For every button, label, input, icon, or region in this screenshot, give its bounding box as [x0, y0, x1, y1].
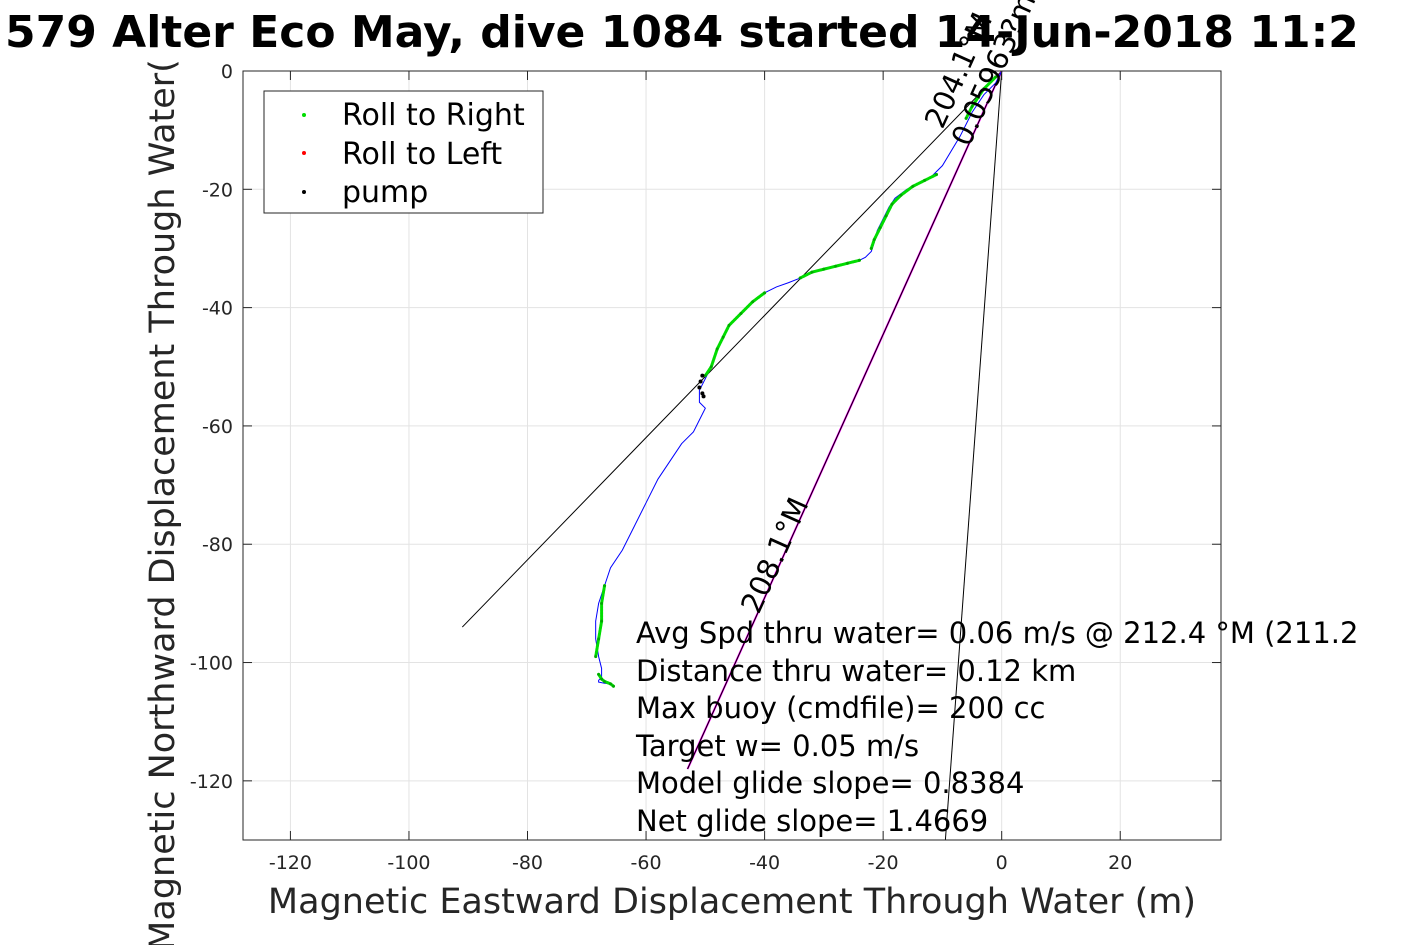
roll-right-point	[709, 365, 713, 369]
current-line	[944, 70, 1003, 841]
x-tick-label: -40	[749, 852, 780, 874]
annotation-model-glide: Model glide slope= 0.8384	[636, 766, 1024, 800]
roll-right-point	[899, 193, 903, 197]
pump-point	[698, 379, 703, 384]
roll-right-point	[884, 214, 888, 218]
chart-title: 579 Alter Eco May, dive 1084 started 14-…	[5, 7, 1359, 58]
legend-pump-label: pump	[342, 175, 428, 210]
roll-right-point	[911, 184, 915, 188]
annotation-avg-speed: Avg Spd thru water= 0.06 m/s @ 212.4 °M …	[636, 616, 1358, 650]
x-tick-label: 20	[1108, 852, 1132, 874]
roll-right-point	[600, 601, 604, 605]
roll-right-point	[970, 104, 974, 108]
roll-right-point	[857, 258, 861, 262]
heading-line	[461, 70, 1003, 628]
roll-right-point	[878, 226, 882, 230]
roll-right-point	[923, 178, 927, 182]
y-tick-label: -40	[202, 298, 233, 320]
roll-right-segment	[703, 291, 767, 378]
net-direction-line-black	[687, 70, 1003, 770]
roll-right-point	[611, 684, 615, 688]
roll-right-point	[869, 246, 873, 250]
legend-roll-left-marker	[302, 151, 306, 155]
x-axis-label: Magnetic Eastward Displacement Through W…	[268, 882, 1196, 922]
annotation-distance: Distance thru water= 0.12 km	[636, 654, 1076, 688]
legend-roll-right-label: Roll to Right	[342, 98, 525, 133]
roll-right-point	[834, 264, 838, 268]
roll-right-point	[603, 679, 607, 683]
roll-right-point	[751, 300, 755, 304]
roll-right-point	[727, 323, 731, 327]
legend-roll-left-label: Roll to Left	[342, 137, 502, 172]
annotation-target-w: Target w= 0.05 m/s	[635, 729, 919, 763]
reference-lines	[461, 70, 1003, 841]
y-tick-label: 0	[221, 61, 233, 83]
annotation-block: Avg Spd thru water= 0.06 m/s @ 212.4 °M …	[635, 616, 1358, 838]
legend-pump-marker	[302, 190, 306, 194]
roll-right-point	[600, 619, 604, 623]
roll-right-point	[822, 267, 826, 271]
roll-right-point	[603, 584, 607, 588]
roll-right-point	[715, 347, 719, 351]
roll-right-point	[594, 655, 598, 659]
x-tick-label: -20	[868, 852, 899, 874]
x-tick-label: 0	[996, 852, 1008, 874]
x-tick-label: -60	[631, 852, 662, 874]
roll-right-point	[703, 374, 707, 378]
roll-right-point	[994, 75, 998, 79]
y-tick-label: -120	[190, 771, 233, 793]
tick-group: -120 -100 -80 -60 -40 -20 0 20 0 -20 -40 -60 -80 -100…	[190, 61, 1221, 874]
roll-right-point	[934, 173, 938, 177]
pump-point	[697, 385, 702, 390]
legend-box	[263, 90, 544, 214]
x-tick-label: -80	[512, 852, 543, 874]
roll-right-point	[721, 335, 725, 339]
roll-right-point	[846, 261, 850, 265]
roll-right-point	[608, 682, 612, 686]
roll-right-point	[982, 87, 986, 91]
roll-right-segment	[964, 75, 998, 120]
pump-point	[701, 394, 706, 399]
pump-point	[700, 373, 705, 378]
x-tick-label: -100	[387, 852, 430, 874]
roll-right-point	[964, 116, 968, 120]
roll-right-point	[763, 291, 767, 295]
roll-right-point	[810, 270, 814, 274]
legend-roll-right-marker	[302, 113, 306, 117]
y-tick-label: -60	[202, 416, 233, 438]
roll-right-point	[872, 238, 876, 242]
plot-frame	[242, 70, 1222, 841]
roll-right-segment	[798, 258, 861, 280]
roll-right-point	[739, 312, 743, 316]
y-tick-label: -20	[202, 179, 233, 201]
legend: Roll to Right Roll to Left pump	[263, 90, 544, 214]
roll-right-point	[890, 202, 894, 206]
x-tick-label: -120	[269, 852, 312, 874]
annotation-max-buoy: Max buoy (cmdfile)= 200 cc	[636, 691, 1045, 725]
marker-group	[594, 75, 998, 688]
y-tick-label: -80	[202, 534, 233, 556]
roll-right-point	[600, 677, 604, 681]
roll-right-point	[597, 637, 601, 641]
y-tick-label: -100	[190, 653, 233, 675]
roll-right-point	[798, 276, 802, 280]
annotation-net-glide: Net glide slope= 1.4669	[636, 804, 988, 838]
y-axis-label: Magnetic Northward Displacement Through …	[143, 59, 183, 945]
roll-right-point	[597, 672, 601, 676]
